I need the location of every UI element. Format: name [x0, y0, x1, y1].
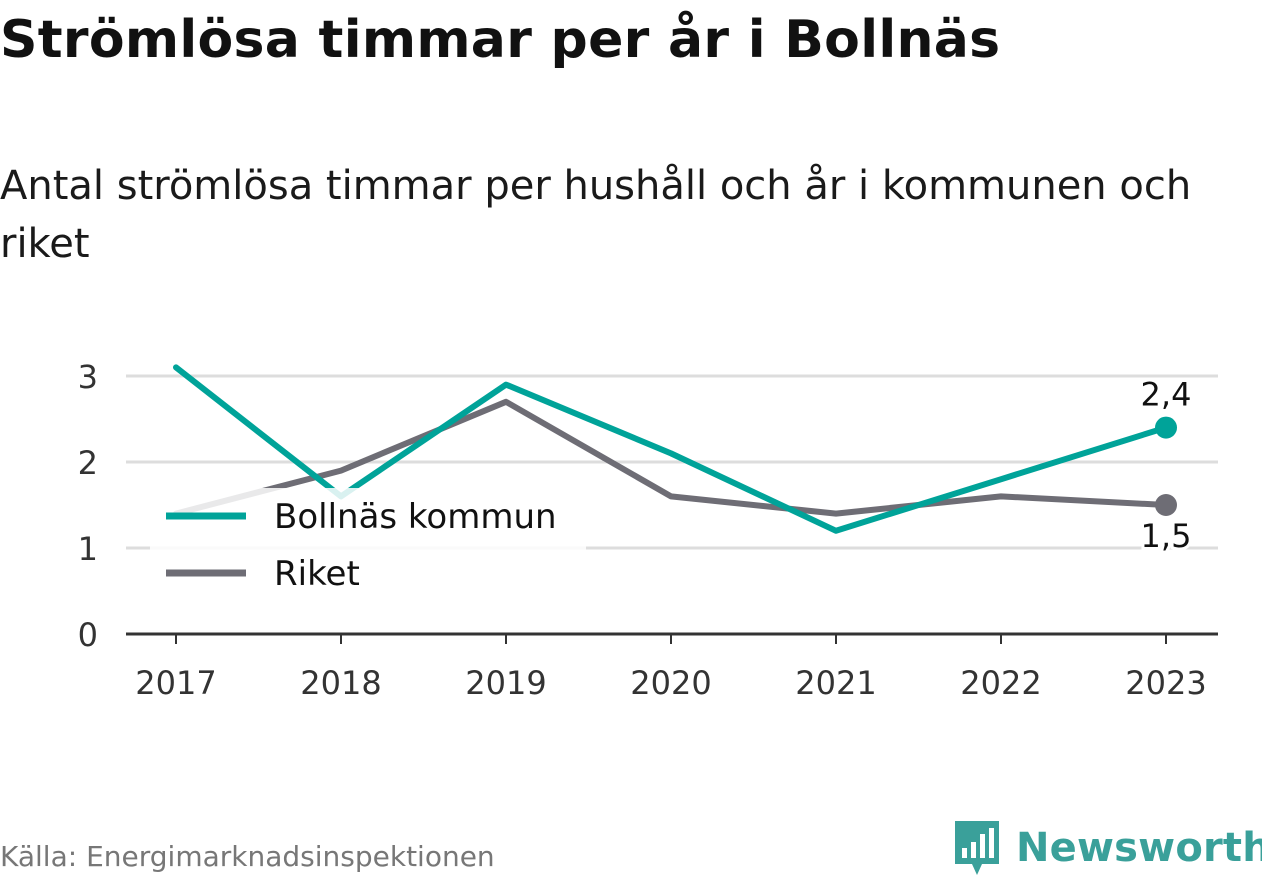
newsworthy-bar-chart-icon — [955, 821, 999, 875]
x-tick-label: 2017 — [135, 664, 216, 702]
series-end-point — [1155, 494, 1177, 516]
series-line-riket — [173, 398, 1169, 517]
legend-label: Bollnäs kommun — [274, 497, 557, 537]
x-tick-label: 2020 — [630, 664, 711, 702]
source-note: Källa: Energimarknadsinspektionen — [0, 840, 495, 873]
chart-title: Strömlösa timmar per år i Bollnäs — [0, 10, 1001, 70]
chart-subtitle: Antal strömlösa timmar per hushåll och å… — [0, 163, 1192, 267]
legend-label: Riket — [274, 554, 360, 594]
x-tick-label: 2018 — [300, 664, 381, 702]
y-tick-label: 3 — [78, 358, 98, 396]
x-tick-label: 2022 — [960, 664, 1041, 702]
y-tick-label: 1 — [78, 530, 98, 568]
series-end-point — [1155, 416, 1177, 439]
legend-background — [150, 488, 586, 600]
x-tick-label: 2019 — [465, 664, 546, 702]
y-tick-label: 2 — [78, 444, 98, 482]
x-tick-label: 2021 — [795, 664, 876, 702]
brand-name: Newsworthy — [1016, 825, 1262, 871]
y-tick-label: 0 — [78, 616, 98, 654]
newsworthy-logo: Newsworthy — [952, 818, 1262, 878]
data-label-kommun-end: 2,4 — [1141, 376, 1192, 414]
data-label-riket-end: 1,5 — [1141, 517, 1192, 555]
x-tick-label: 2023 — [1125, 664, 1206, 702]
